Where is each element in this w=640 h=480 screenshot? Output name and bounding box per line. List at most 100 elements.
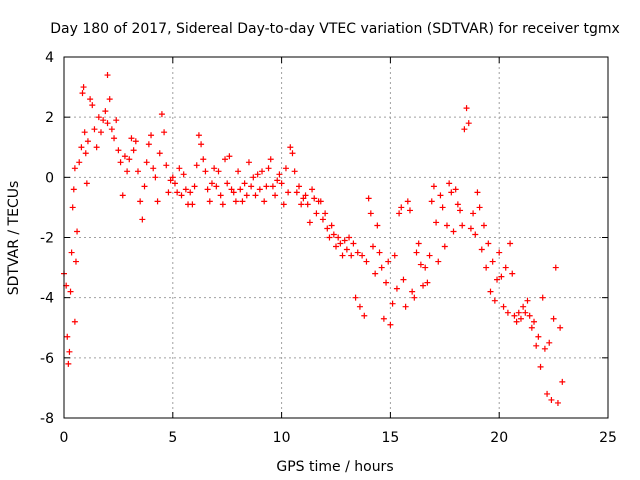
y-tick-label: 0	[45, 170, 54, 186]
data-point	[548, 396, 555, 403]
data-point	[254, 171, 261, 178]
data-point	[537, 363, 544, 370]
data-point	[71, 165, 78, 172]
data-point	[489, 258, 496, 265]
data-point	[457, 207, 464, 214]
data-point	[158, 111, 165, 118]
data-point	[148, 132, 155, 139]
data-point	[461, 126, 468, 133]
data-point	[313, 210, 320, 217]
data-point	[274, 177, 281, 184]
data-point	[480, 222, 487, 229]
data-point	[68, 249, 75, 256]
data-point	[385, 258, 392, 265]
data-point	[230, 189, 237, 196]
data-point	[474, 189, 481, 196]
data-point	[328, 222, 335, 229]
data-point	[121, 153, 128, 160]
data-point	[187, 189, 194, 196]
data-point	[79, 90, 86, 97]
data-point	[354, 249, 361, 256]
data-point	[128, 135, 135, 142]
data-point	[291, 168, 298, 175]
data-point	[239, 198, 246, 205]
data-point	[557, 324, 564, 331]
data-point	[487, 288, 494, 295]
data-point	[424, 279, 431, 286]
data-point	[450, 228, 457, 235]
data-point	[66, 348, 73, 355]
data-point	[398, 204, 405, 211]
data-point	[417, 261, 424, 268]
data-point	[280, 201, 287, 208]
data-point	[393, 285, 400, 292]
data-point	[350, 240, 357, 247]
data-point	[287, 144, 294, 151]
data-point	[559, 378, 566, 385]
data-point	[204, 186, 211, 193]
y-tick-label: 4	[45, 50, 54, 66]
data-point	[104, 120, 111, 127]
data-point	[191, 183, 198, 190]
data-point	[546, 339, 553, 346]
data-point	[259, 168, 266, 175]
data-point	[156, 150, 163, 157]
data-point	[356, 303, 363, 310]
data-point	[154, 198, 161, 205]
data-point	[178, 192, 185, 199]
data-point	[298, 201, 305, 208]
data-point	[491, 297, 498, 304]
data-point	[550, 315, 557, 322]
y-tick-label: -8	[40, 411, 54, 427]
data-point	[430, 183, 437, 190]
data-point	[387, 321, 394, 328]
data-point	[289, 150, 296, 157]
data-point	[200, 156, 207, 163]
data-point	[322, 210, 329, 217]
data-point	[306, 219, 313, 226]
data-point	[163, 162, 170, 169]
data-point	[376, 249, 383, 256]
data-point	[483, 264, 490, 271]
data-point	[106, 96, 113, 103]
data-point	[507, 240, 514, 247]
data-point	[169, 174, 176, 181]
data-point	[111, 135, 118, 142]
data-point	[441, 243, 448, 250]
data-point	[400, 276, 407, 283]
data-point	[439, 204, 446, 211]
data-point	[524, 297, 531, 304]
data-point	[215, 168, 222, 175]
x-axis-label: GPS time / hours	[276, 459, 393, 475]
data-point	[64, 333, 71, 340]
data-point	[496, 249, 503, 256]
data-point	[378, 264, 385, 271]
data-point	[552, 264, 559, 271]
data-point	[208, 180, 215, 187]
data-point	[363, 258, 370, 265]
data-point	[83, 180, 90, 187]
data-point	[528, 324, 535, 331]
data-point	[180, 171, 187, 178]
data-point	[89, 102, 96, 109]
data-point	[211, 165, 218, 172]
data-point	[309, 186, 316, 193]
data-point	[446, 180, 453, 187]
data-point	[126, 156, 133, 163]
data-point	[117, 159, 124, 166]
data-point	[235, 168, 242, 175]
data-point	[152, 174, 159, 181]
data-point	[261, 198, 268, 205]
chart-title: Day 180 of 2017, Sidereal Day-to-day VTE…	[50, 21, 620, 37]
data-point	[93, 144, 100, 151]
data-point	[237, 186, 244, 193]
x-tick-label: 20	[490, 430, 508, 446]
data-point	[167, 177, 174, 184]
data-point	[252, 192, 259, 199]
data-point	[485, 240, 492, 247]
data-point	[69, 204, 76, 211]
data-point	[443, 222, 450, 229]
data-point	[113, 117, 120, 124]
data-point	[533, 342, 540, 349]
